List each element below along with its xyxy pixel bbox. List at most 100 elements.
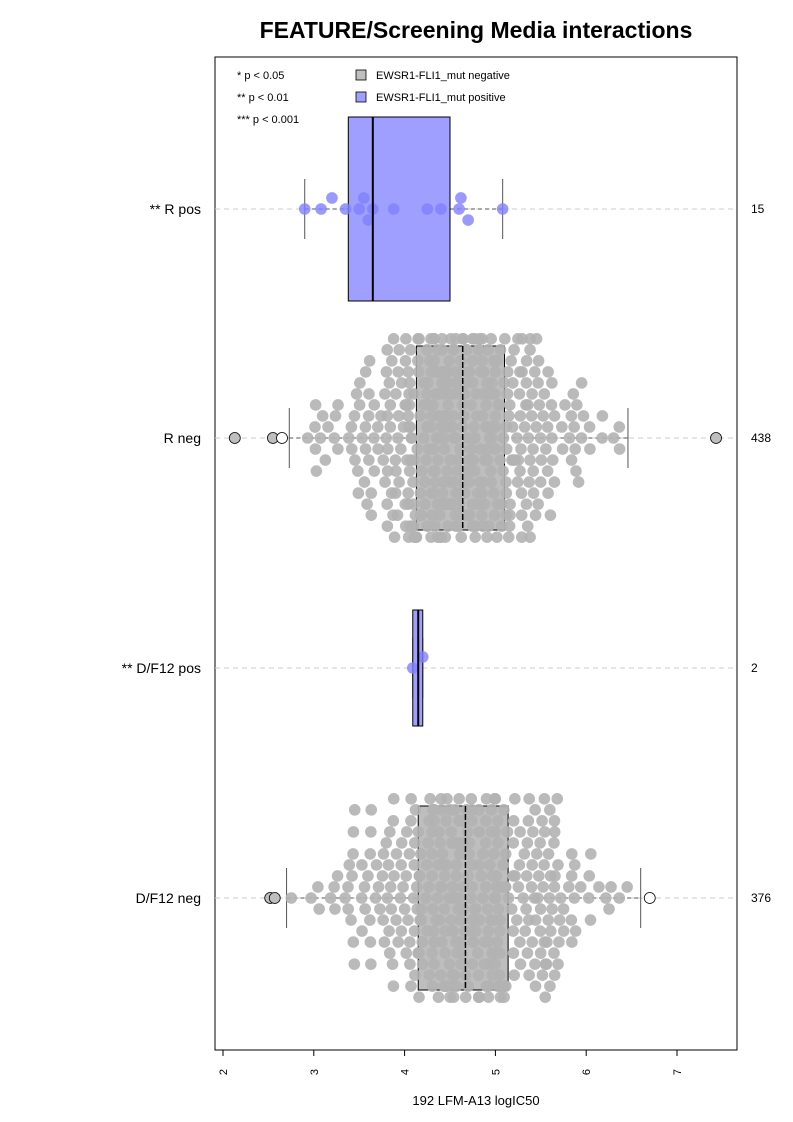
data-point [455,958,467,970]
data-point [466,881,478,893]
data-point [377,848,390,860]
data-point [402,487,414,499]
data-point [545,399,558,411]
data-point [440,859,453,871]
data-point [387,333,400,345]
data-point [400,826,413,838]
data-point [571,399,583,411]
data-point [503,399,516,411]
data-point [528,892,541,904]
data-point [443,958,456,970]
data-point [489,958,502,970]
data-point [384,399,397,411]
data-point [489,410,502,422]
data-point [556,443,569,455]
data-point [542,914,555,926]
data-point [349,454,361,466]
data-point [521,837,534,849]
data-point [365,509,378,521]
data-point [489,443,502,455]
data-point [345,443,358,455]
data-point [357,192,370,204]
data-point [534,925,546,937]
data-point [485,388,498,400]
data-point [421,859,433,871]
data-point [390,388,402,400]
data-point [285,892,298,904]
data-point [447,388,459,400]
data-point [411,903,424,915]
data-point [362,214,375,226]
data-point [485,476,497,488]
data-point [621,881,633,893]
data-point [326,192,338,204]
data-point [485,333,497,345]
group-n-label: 438 [751,431,771,445]
data-point [530,421,543,433]
data-point [542,487,554,499]
x-tick-label: 2 [218,1069,230,1075]
data-point [388,870,400,882]
data-point [438,476,450,488]
data-point [389,454,402,466]
data-point [532,377,544,389]
data-point [402,531,415,543]
data-point [459,991,472,1003]
data-point [434,881,447,893]
data-point [458,388,471,400]
data-point [493,925,506,937]
data-point [534,947,547,959]
data-point [369,892,382,904]
data-point [544,925,557,937]
data-point [507,947,520,959]
data-point [489,892,502,904]
data-point [494,454,506,466]
data-point [362,870,374,882]
significance-label: ** p < 0.01 [237,92,289,104]
data-point [356,859,368,871]
data-point [497,859,509,871]
data-point [494,914,507,926]
data-point [428,366,440,378]
data-point [394,892,407,904]
data-point [529,980,542,992]
data-point [353,203,366,215]
data-point [362,410,375,422]
data-point [524,454,536,466]
group-label: D/F12 neg [136,890,201,906]
data-point [507,815,520,827]
data-point [442,377,455,389]
data-point [421,388,433,400]
data-point [372,881,385,893]
data-point [404,344,417,356]
data-point [433,914,446,926]
data-point [423,881,435,893]
data-point [393,344,405,356]
data-point [439,947,451,959]
data-point [486,377,498,389]
data-point [455,531,468,543]
data-point [384,421,397,433]
data-point [408,859,421,871]
data-point [332,399,344,411]
data-point [466,958,479,970]
data-point [513,388,526,400]
data-point [499,333,511,345]
group-label: ** D/F12 pos [122,660,201,676]
data-point [400,947,413,959]
data-point [377,454,390,466]
data-point [473,991,485,1003]
data-point [301,432,314,444]
data-point [526,859,538,871]
data-point [546,377,558,389]
data-point [543,892,556,904]
data-point [342,903,355,915]
data-point [363,454,375,466]
data-point [468,421,480,433]
data-point [403,936,416,948]
data-point [536,969,549,981]
data-point [390,465,402,477]
data-point [416,936,429,948]
data-point [515,487,528,499]
data-point [501,388,514,400]
